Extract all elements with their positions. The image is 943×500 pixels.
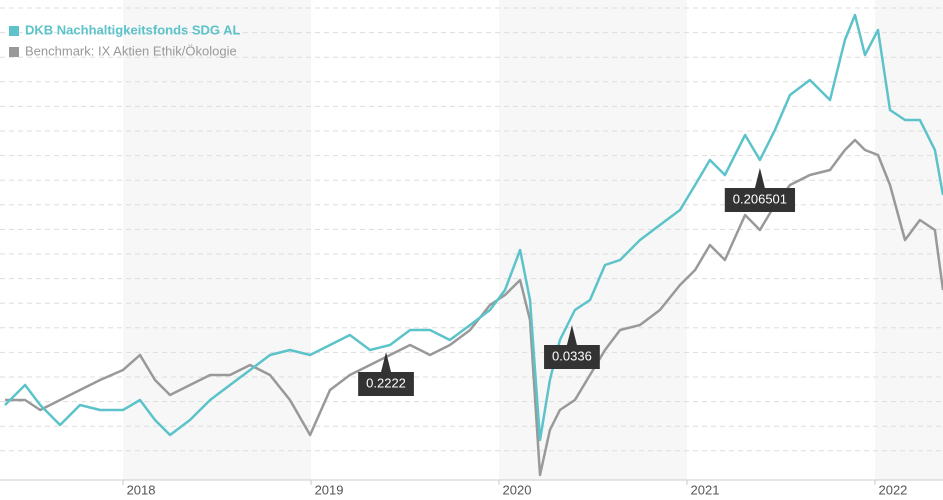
x-tick-label: 2021 (691, 482, 720, 497)
annotation: 0.206501 (724, 168, 796, 212)
annotation-pointer (754, 168, 765, 188)
year-band (123, 0, 312, 480)
annotation-pointer (566, 325, 577, 345)
annotation-pointer (381, 352, 392, 372)
annotation: 0.2222 (358, 352, 414, 396)
series-line (4, 13, 943, 442)
year-band (499, 0, 687, 480)
annotation-box (724, 188, 796, 212)
x-tick-label: 2020 (503, 482, 532, 497)
x-tick-label: 2022 (878, 482, 907, 497)
legend-swatch (9, 26, 19, 36)
annotation-box (544, 345, 600, 369)
series-line (5, 138, 943, 477)
annotation-label: 0.2222 (366, 375, 406, 390)
annotation-label: 0.0336 (552, 348, 592, 363)
x-tick-label: 2019 (315, 482, 344, 497)
legend-label: Benchmark: IX Aktien Ethik/Ökologie (25, 43, 237, 58)
annotation-box (358, 372, 414, 396)
annotation-label: 0.206501 (733, 191, 787, 206)
legend-swatch (9, 47, 19, 57)
legend-label: DKB Nachhaltigkeitsfonds SDG AL (25, 22, 241, 37)
annotation: 0.0336 (544, 325, 600, 369)
x-tick-label: 2018 (127, 482, 156, 497)
